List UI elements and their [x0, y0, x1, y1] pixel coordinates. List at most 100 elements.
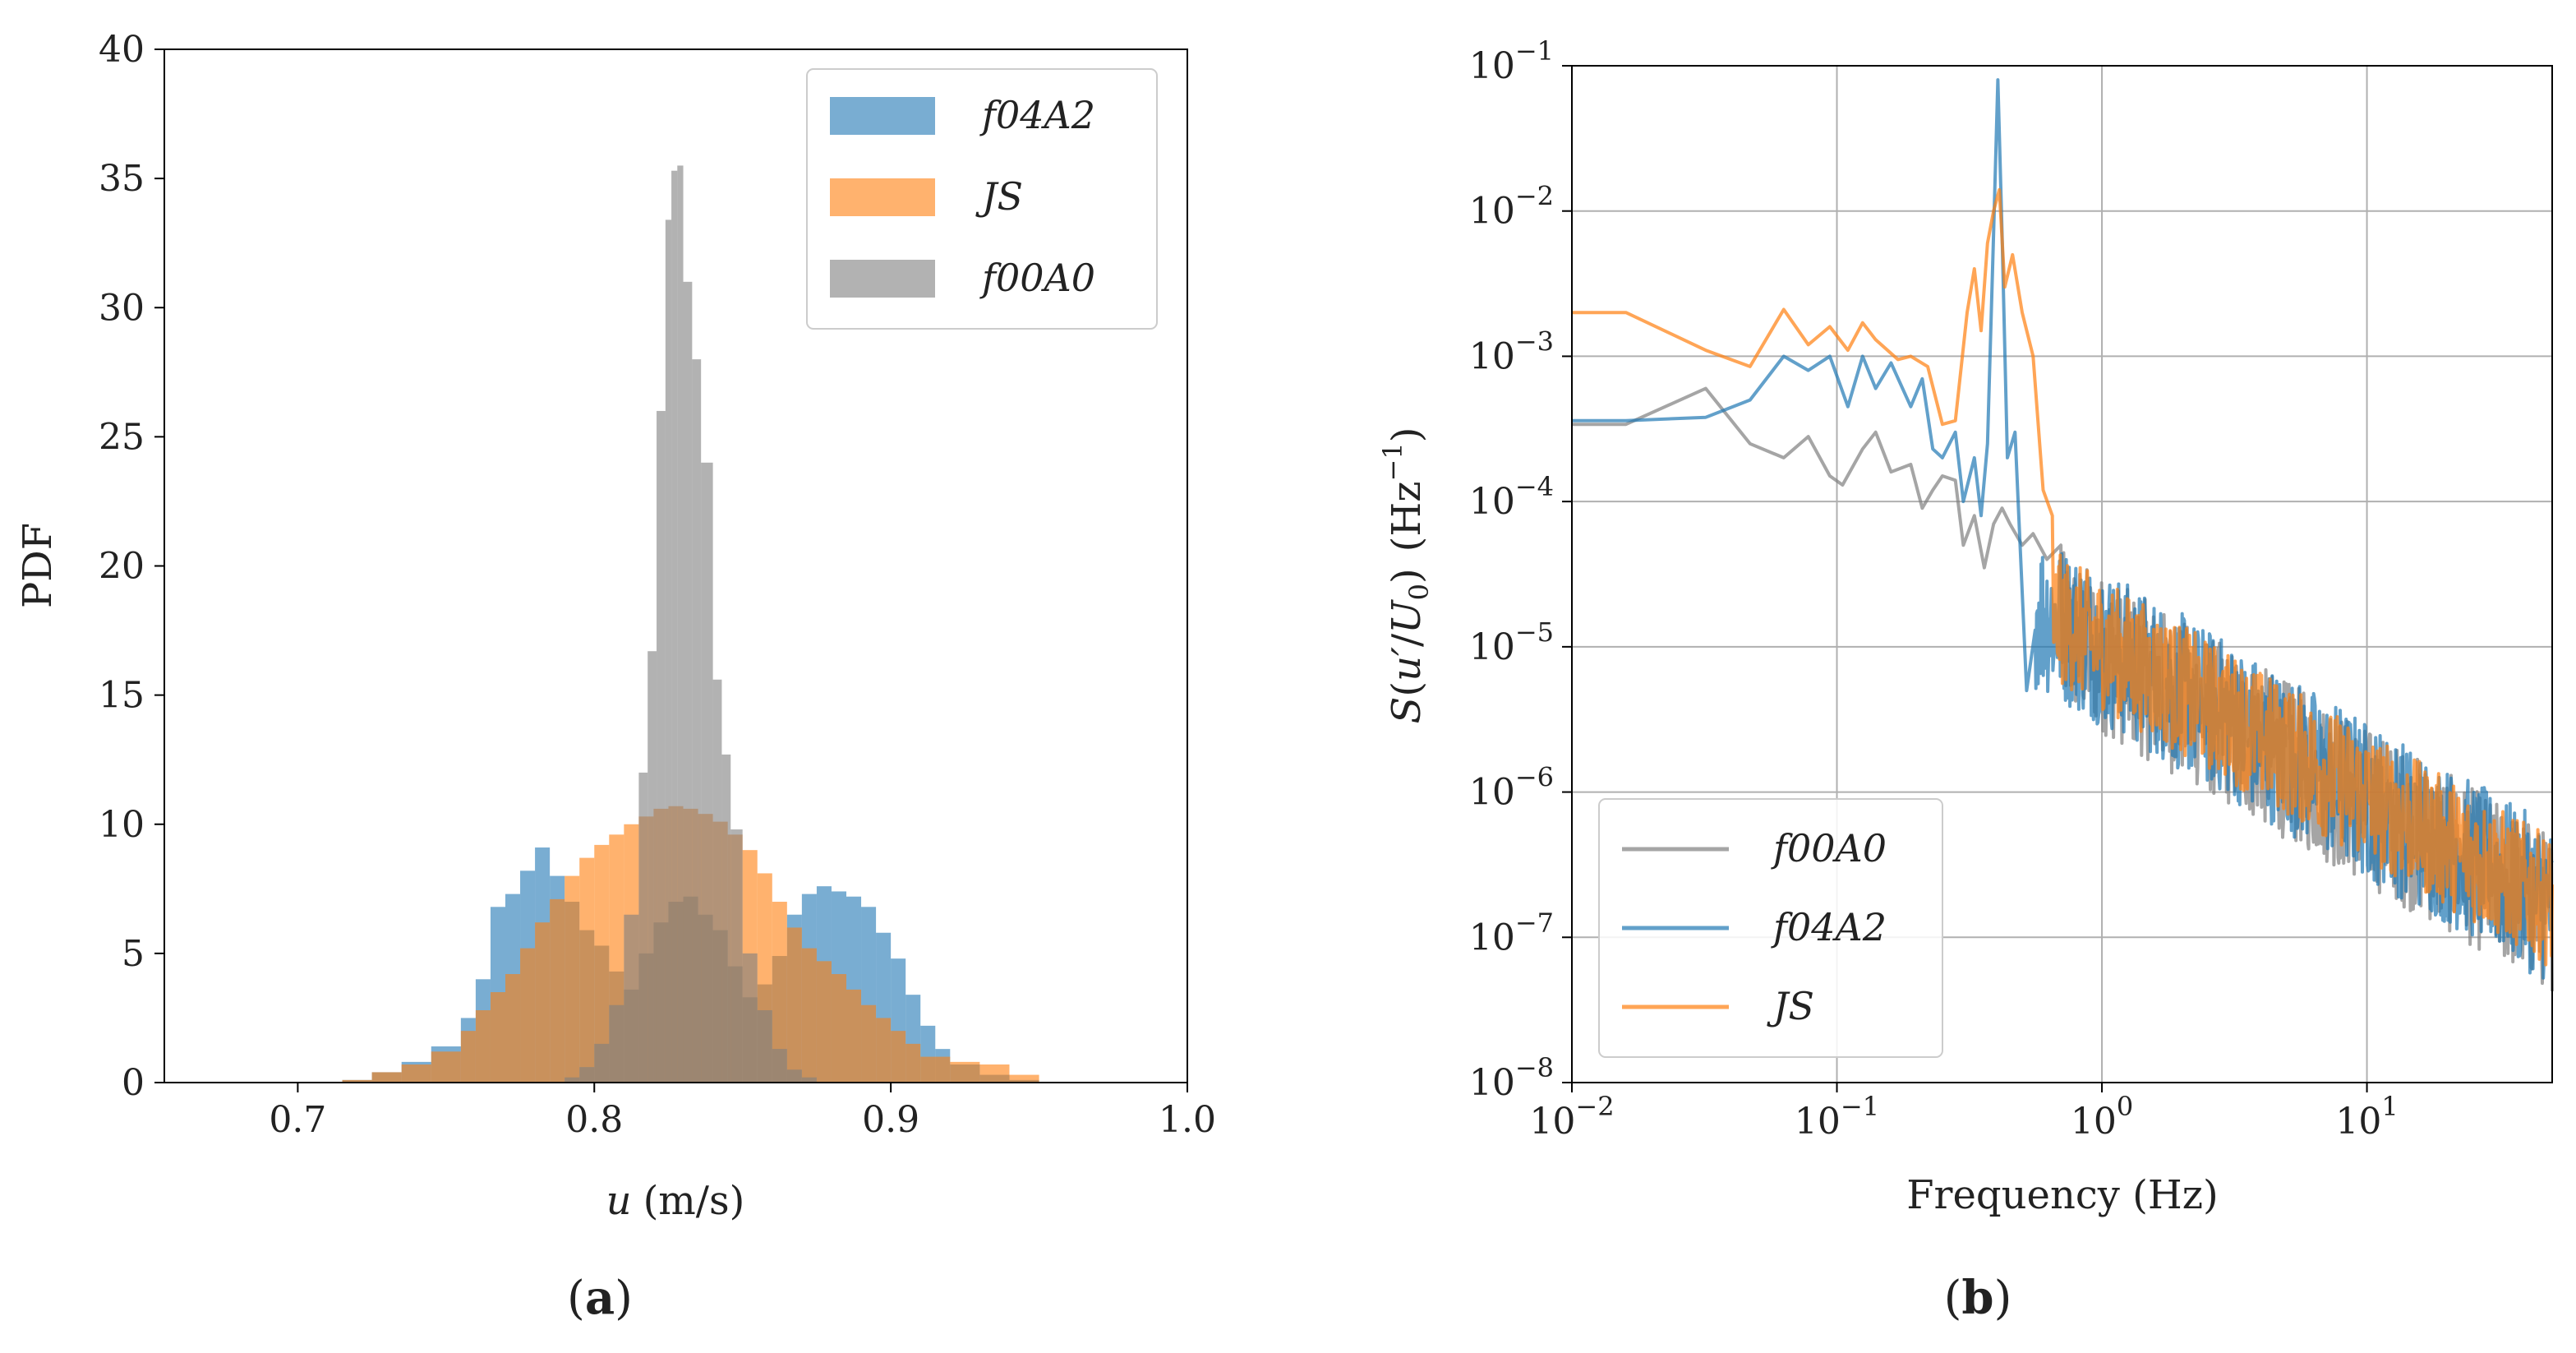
y-tick-label-b-3: 10−5	[1469, 616, 1554, 668]
bar-js-35	[920, 1056, 951, 1083]
y-tick-label-a-0: 0	[122, 1062, 145, 1104]
legend-label-b-f00a0: f00A0	[1771, 826, 1887, 870]
x-tick-label-a-0: 0.7	[269, 1099, 326, 1141]
bar-f00a0-2	[594, 1043, 610, 1083]
x-tick-label-a-3: 1.0	[1159, 1099, 1216, 1141]
x-tick-label-b-1: 10−1	[1795, 1091, 1879, 1143]
y-ticks-b: 10−8 10−7 10−6 10−5 10−4 10−3 10−2 10−1	[1469, 35, 1572, 1104]
bar-js-13	[594, 844, 610, 1083]
bar-f00a0-20	[786, 1069, 802, 1083]
bar-f00a0-6	[647, 651, 657, 1083]
panel-label-a: (a)	[567, 1271, 633, 1325]
x-tick-label-b-2: 100	[2071, 1091, 2133, 1143]
axes-frame-b	[1571, 65, 2553, 1083]
legend-box-b	[1598, 798, 1943, 1058]
bar-js-9	[535, 922, 551, 1083]
legend-swatch-a-js	[830, 178, 935, 216]
bar-f00a0-14	[712, 679, 722, 1083]
bar-f00a0-5	[638, 772, 648, 1083]
bar-f00a0-1	[579, 1067, 595, 1083]
bar-js-38	[1009, 1074, 1039, 1083]
y-axis-label-b: S(u′/U0)(Hz−1)	[1377, 427, 1435, 724]
bar-f00a0-11	[683, 281, 693, 1083]
y-ticks-a: 0 5 10 15 20 25 30 35 40	[99, 29, 164, 1104]
legend-swatch-a-f04a2	[830, 97, 935, 135]
x-tick-label-b-3: 101	[2335, 1091, 2398, 1143]
bar-f00a0-19	[772, 1049, 787, 1083]
y-tick-label-b-2: 10−6	[1469, 762, 1554, 814]
y-tick-label-a-7: 35	[99, 158, 145, 200]
bar-js-6	[490, 992, 505, 1083]
bar-js-2	[401, 1064, 431, 1083]
y-tick-label-b-0: 10−8	[1469, 1052, 1554, 1104]
x-axis-label-b: Frequency (Hz)	[1906, 1172, 2218, 1218]
y-tick-label-b-6: 10−2	[1469, 181, 1554, 233]
x-tick-label-a-1: 0.8	[565, 1099, 623, 1141]
bar-js-8	[520, 948, 536, 1083]
y-tick-label-a-6: 30	[99, 287, 145, 329]
bar-js-0	[342, 1079, 372, 1083]
bar-f00a0-9	[671, 170, 678, 1083]
bar-js-33	[891, 1031, 906, 1083]
bar-f00a0-4	[624, 914, 639, 1083]
bar-js-31	[861, 1004, 877, 1083]
bar-f00a0-8	[665, 219, 672, 1083]
y-axis-label-a: PDF	[15, 523, 61, 608]
panel-label-b: (b)	[1944, 1271, 2012, 1325]
legend-a: f04A2 JS f00A0	[806, 68, 1158, 330]
legend-b: f00A0 f04A2 JS	[1598, 798, 1943, 1058]
bar-js-30	[846, 989, 862, 1083]
x-ticks-a: 0.7 0.8 0.9 1.0	[269, 1083, 1216, 1141]
x-axis-label-a: u (m/s)	[606, 1178, 745, 1224]
bar-f00a0-10	[677, 165, 684, 1083]
bar-js-12	[579, 857, 595, 1083]
x-ticks-b: 10−2 10−1 100 101	[1529, 1083, 2399, 1143]
spectrum-lines	[1572, 78, 2554, 991]
bar-js-1	[371, 1072, 402, 1083]
bar-f00a0-15	[721, 754, 731, 1083]
series-f00a0-bars	[565, 165, 817, 1083]
bar-f00a0-18	[757, 1010, 772, 1083]
legend-label-b-f04a2: f04A2	[1771, 905, 1887, 949]
bar-js-3	[431, 1051, 461, 1083]
bar-js-11	[565, 875, 580, 1083]
x-tick-label-b-0: 10−2	[1529, 1091, 1614, 1143]
bar-js-26	[786, 927, 802, 1083]
x-tick-label-a-2: 0.9	[862, 1099, 919, 1141]
histogram-panel-a: 0.7 0.8 0.9 1.0 0 5 10 15 20 25 30 35 40 f04A2 JS f00…	[15, 29, 1216, 1325]
y-tick-label-a-8: 40	[99, 29, 145, 71]
bar-f00a0-13	[701, 462, 713, 1083]
bar-js-34	[906, 1043, 921, 1083]
y-tick-label-a-5: 25	[99, 416, 145, 458]
y-tick-label-a-1: 5	[122, 933, 145, 975]
series-js-line	[1572, 187, 2554, 967]
bar-js-7	[505, 974, 521, 1083]
histogram-bars	[342, 165, 1039, 1083]
y-tick-label-b-7: 10−1	[1469, 35, 1554, 87]
bar-js-25	[772, 902, 787, 1083]
bar-js-4	[460, 1031, 476, 1083]
bar-js-29	[831, 974, 846, 1083]
y-tick-label-a-2: 10	[99, 804, 145, 846]
y-tick-label-a-4: 20	[99, 546, 145, 588]
y-tick-label-b-1: 10−7	[1469, 907, 1554, 958]
legend-label-b-js: JS	[1767, 984, 1814, 1028]
bar-f00a0-7	[657, 410, 666, 1083]
bar-f00a0-16	[730, 829, 743, 1083]
y-tick-label-b-4: 10−4	[1469, 471, 1554, 523]
bar-f00a0-21	[801, 1077, 817, 1083]
y-tick-label-b-5: 10−3	[1469, 326, 1554, 377]
legend-swatch-a-f00a0	[830, 260, 935, 298]
bar-f00a0-17	[742, 953, 758, 1083]
y-tick-label-a-3: 15	[99, 675, 145, 717]
bar-js-27	[801, 948, 817, 1083]
legend-label-a-js: JS	[975, 174, 1023, 219]
bar-f00a0-3	[609, 1004, 624, 1083]
spectrum-panel-b: 10−2 10−1 100 101 10−810−710−610−510−410−31…	[1377, 35, 2554, 1325]
bar-js-36	[950, 1061, 980, 1083]
bar-f00a0-0	[565, 1077, 580, 1083]
bar-js-5	[475, 1010, 491, 1083]
bar-js-37	[979, 1064, 1010, 1083]
legend-label-a-f04a2: f04A2	[979, 93, 1095, 137]
